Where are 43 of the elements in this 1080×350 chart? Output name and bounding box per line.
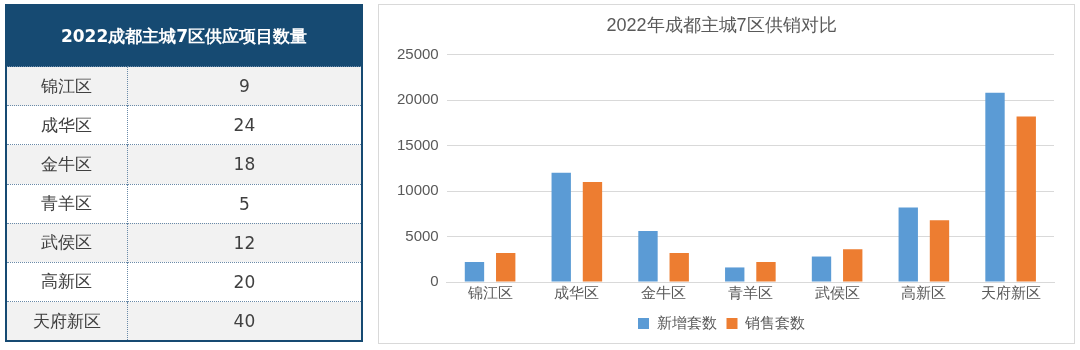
bar [551, 172, 571, 282]
text: 2022成都主城7区供应项目数量 [7, 6, 361, 67]
category-label: 武侯区 [7, 223, 128, 263]
bar [1016, 116, 1036, 282]
data-label: 9 [127, 66, 361, 106]
x-tick-label: 高新区 [901, 284, 947, 302]
category-label: 成华区 [7, 105, 128, 145]
legend-label: 销售套数 [744, 313, 805, 331]
data-label: 18 [127, 144, 361, 185]
bar [496, 252, 516, 282]
chart-title: 2022年成都主城7区供销对比 [606, 14, 837, 35]
x-tick-label: 金牛区 [641, 284, 687, 302]
data-label: 12 [127, 223, 361, 263]
category-label: 锦江区 [7, 66, 128, 106]
bar [811, 256, 832, 282]
data-label: 20 [127, 262, 361, 302]
x-tick-label: 武侯区 [814, 284, 860, 302]
category-label: 青羊区 [7, 184, 128, 224]
bar [582, 181, 603, 282]
y-tick-label: 5000 [405, 226, 439, 244]
y-tick-label: 25000 [396, 44, 439, 62]
bar [985, 92, 1005, 282]
legend-label: 新增套数 [656, 313, 717, 331]
bar [638, 231, 658, 282]
bar [929, 220, 950, 282]
x-tick-label: 天府新区 [980, 284, 1041, 302]
x-tick-label: 成华区 [554, 284, 600, 302]
bar [464, 261, 485, 282]
x-tick-label: 锦江区 [466, 284, 513, 302]
bar [756, 261, 776, 282]
x-tick-label: 青羊区 [727, 284, 773, 302]
bar [898, 207, 918, 282]
bar [725, 267, 745, 282]
data-label: 40 [127, 301, 361, 340]
bar [669, 252, 689, 282]
y-tick-label: 15000 [396, 135, 439, 153]
data-label: 24 [127, 105, 361, 145]
category-label: 金牛区 [7, 144, 128, 185]
bar [843, 249, 863, 282]
y-tick-label: 0 [430, 272, 439, 290]
y-tick-label: 10000 [396, 181, 439, 199]
data-label: 5 [127, 184, 361, 224]
y-tick-label: 20000 [396, 90, 439, 108]
